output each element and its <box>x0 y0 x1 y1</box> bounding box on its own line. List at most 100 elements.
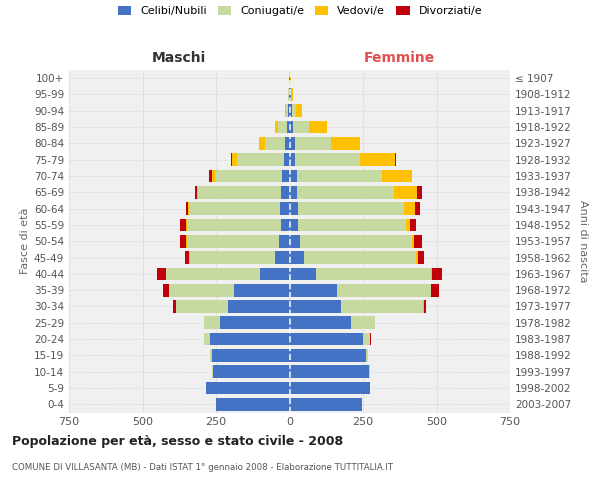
Bar <box>290 186 297 198</box>
Text: Maschi: Maschi <box>152 51 206 65</box>
Bar <box>189 202 280 215</box>
Bar <box>186 202 188 215</box>
Bar <box>309 120 327 134</box>
Bar <box>180 235 186 248</box>
Bar <box>369 366 370 378</box>
Bar <box>290 137 295 150</box>
Text: COMUNE DI VILLASANTA (MB) - Dati ISTAT 1° gennaio 2008 - Elaborazione TUTTITALIA: COMUNE DI VILLASANTA (MB) - Dati ISTAT 1… <box>12 462 393 471</box>
Bar <box>290 235 300 248</box>
Y-axis label: Anni di nascita: Anni di nascita <box>578 200 588 282</box>
Bar <box>285 137 290 150</box>
Bar <box>188 202 189 215</box>
Bar <box>291 88 293 101</box>
Bar <box>220 316 290 329</box>
Bar <box>190 251 275 264</box>
Bar <box>412 235 415 248</box>
Bar <box>295 137 331 150</box>
Bar <box>157 268 166 280</box>
Bar <box>282 170 290 182</box>
Bar <box>176 300 228 313</box>
Bar <box>169 284 233 296</box>
Bar <box>424 300 426 313</box>
Bar <box>259 137 265 150</box>
Bar <box>293 120 309 134</box>
Bar <box>163 284 169 296</box>
Bar <box>233 284 290 296</box>
Bar <box>260 268 290 280</box>
Bar <box>215 170 282 182</box>
Bar <box>230 154 232 166</box>
Bar <box>290 382 370 394</box>
Bar <box>431 284 439 296</box>
Bar <box>204 332 210 345</box>
Bar <box>290 349 366 362</box>
Bar <box>287 120 290 134</box>
Bar <box>290 154 295 166</box>
Bar <box>285 104 286 117</box>
Bar <box>316 268 431 280</box>
Bar <box>298 218 406 232</box>
Bar <box>300 235 412 248</box>
Bar <box>210 349 212 362</box>
Bar <box>281 218 290 232</box>
Bar <box>284 154 290 166</box>
Bar <box>288 104 290 117</box>
Bar <box>197 186 199 198</box>
Bar <box>432 268 442 280</box>
Bar <box>187 235 279 248</box>
Bar <box>290 251 304 264</box>
Bar <box>431 268 432 280</box>
Bar <box>363 332 370 345</box>
Bar <box>280 202 290 215</box>
Bar <box>418 186 422 198</box>
Bar <box>295 154 360 166</box>
Bar <box>290 170 297 182</box>
Bar <box>394 186 418 198</box>
Bar <box>185 251 189 264</box>
Bar <box>275 120 278 134</box>
Bar <box>416 251 418 264</box>
Bar <box>292 104 296 117</box>
Bar <box>341 300 423 313</box>
Bar <box>290 268 316 280</box>
Bar <box>180 218 186 232</box>
Bar <box>187 218 281 232</box>
Bar <box>290 316 351 329</box>
Bar <box>290 218 298 232</box>
Y-axis label: Fasce di età: Fasce di età <box>20 208 30 274</box>
Bar <box>337 284 431 296</box>
Bar <box>209 170 212 182</box>
Bar <box>210 332 290 345</box>
Bar <box>275 251 290 264</box>
Legend: Celibi/Nubili, Coniugati/e, Vedovi/e, Divorziati/e: Celibi/Nubili, Coniugati/e, Vedovi/e, Di… <box>118 6 482 16</box>
Bar <box>232 154 236 166</box>
Bar <box>290 366 369 378</box>
Bar <box>212 349 290 362</box>
Bar <box>290 332 363 345</box>
Bar <box>360 154 395 166</box>
Bar <box>236 154 284 166</box>
Bar <box>297 186 394 198</box>
Bar <box>216 398 290 410</box>
Bar <box>166 268 260 280</box>
Bar <box>199 186 281 198</box>
Bar <box>406 218 410 232</box>
Bar <box>265 137 285 150</box>
Bar <box>173 300 176 313</box>
Bar <box>382 170 412 182</box>
Bar <box>289 88 290 101</box>
Bar <box>290 398 362 410</box>
Bar <box>290 300 341 313</box>
Bar <box>228 300 290 313</box>
Bar <box>418 251 424 264</box>
Bar <box>290 120 293 134</box>
Bar <box>404 202 415 215</box>
Text: Femmine: Femmine <box>364 51 436 65</box>
Bar <box>415 235 422 248</box>
Bar <box>297 170 382 182</box>
Bar <box>286 104 288 117</box>
Bar <box>366 349 368 362</box>
Bar <box>410 218 416 232</box>
Bar <box>331 137 360 150</box>
Bar <box>213 366 290 378</box>
